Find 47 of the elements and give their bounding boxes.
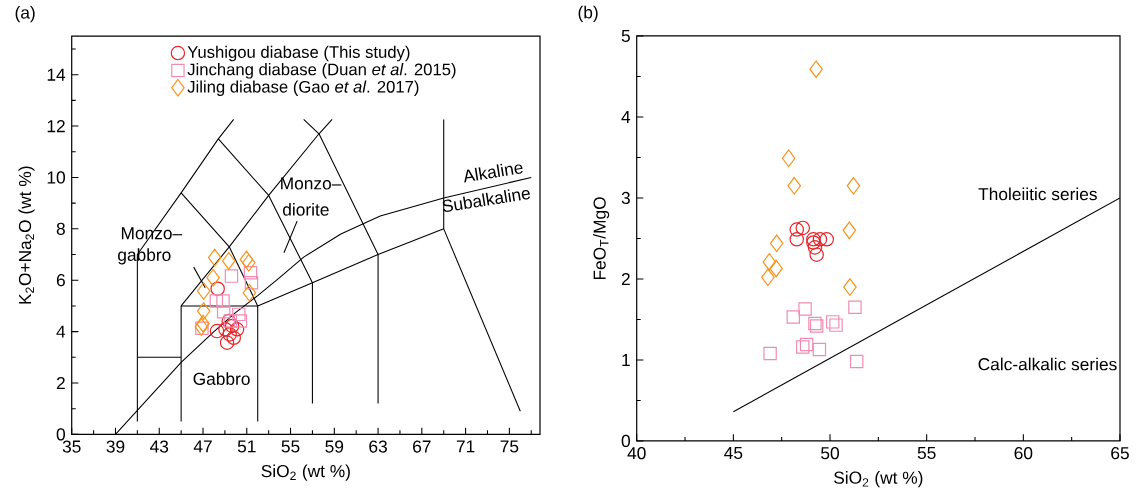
y-tick-label: 0	[621, 434, 630, 448]
x-tick-label: 75	[500, 440, 519, 453]
y-tick-label: 12	[47, 120, 65, 133]
legend-label: Jiling diabase (Gao et al. 2017)	[187, 80, 419, 97]
x-tick-label: 50	[821, 447, 839, 460]
x-tick-label: 43	[150, 440, 169, 453]
x-tick-label: 40	[627, 447, 646, 460]
x-tick-label: 71	[456, 440, 475, 453]
annotation: diorite	[282, 203, 329, 216]
y-tick-label: 2	[621, 273, 630, 286]
legend-label: Jinchang diabase (Duan et al. 2015)	[187, 63, 456, 79]
x-tick-label: 39	[106, 440, 125, 453]
y-axis-title: K$_{2}$O+Na$_{2}$O (wt %)	[18, 166, 35, 304]
x-tick-label: 35	[62, 440, 81, 453]
x-tick-label: 65	[1111, 447, 1129, 460]
annotation: Monzo–	[281, 177, 342, 190]
annotation: Subalkaline	[442, 189, 531, 213]
x-tick-label: 67	[413, 440, 431, 453]
x-axis-title: SiO$_{2}$ (wt %)	[261, 464, 350, 481]
x-tick-label: 59	[325, 440, 344, 453]
y-tick-label: 10	[47, 171, 65, 184]
chart-title: (b)	[578, 5, 598, 23]
y-tick-label: 14	[47, 68, 66, 81]
y-tick-label: 5	[621, 30, 630, 43]
x-axis-title: SiO$_{2}$ (wt %)	[834, 471, 923, 488]
x-tick-label: 55	[281, 440, 300, 453]
y-tick-label: 0	[56, 428, 65, 441]
y-tick-label: 4	[621, 111, 631, 124]
y-tick-label: 2	[56, 377, 65, 390]
x-tick-label: 55	[917, 447, 936, 460]
y-axis-title: FeO$_{T}$/MgO	[593, 197, 610, 280]
x-tick-label: 51	[237, 440, 256, 453]
annotation: Alkaline	[464, 163, 523, 183]
chart-title: (a)	[15, 6, 35, 23]
x-tick-label: 60	[1014, 447, 1033, 460]
legend-label: Yushigou diabase (This study)	[187, 45, 410, 62]
y-tick-label: 1	[622, 354, 630, 367]
annotation: Calc-alkalic series	[978, 357, 1117, 371]
y-tick-label: 4	[56, 325, 66, 338]
annotation: Gabbro	[193, 372, 250, 386]
x-tick-label: 47	[193, 440, 212, 453]
y-tick-label: 3	[621, 191, 630, 205]
y-tick-label: 8	[56, 222, 65, 236]
x-tick-label: 63	[369, 440, 387, 453]
x-tick-label: 45	[724, 447, 743, 460]
y-tick-label: 6	[56, 274, 65, 287]
annotation: Tholeiitic series	[978, 187, 1097, 201]
